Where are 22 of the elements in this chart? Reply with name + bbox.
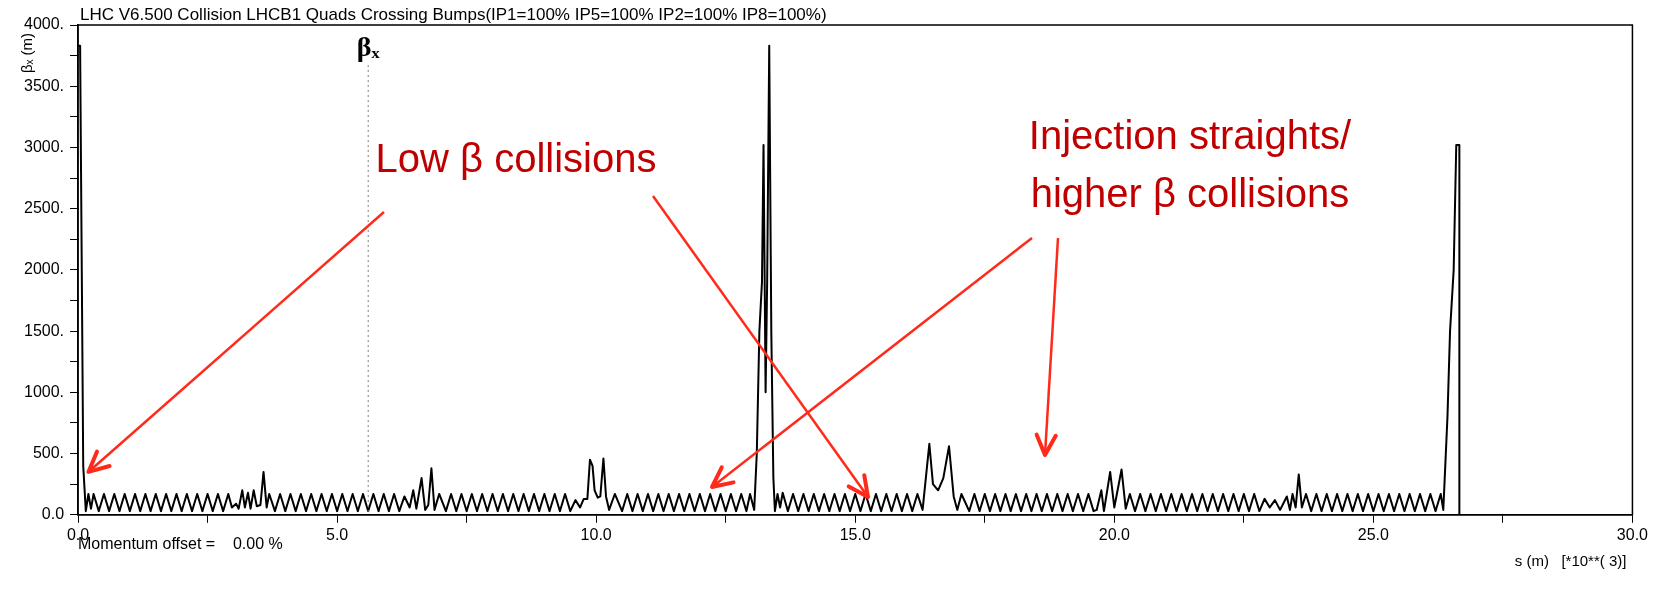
chart-title: LHC V6.500 Collision LHCB1 Quads Crossing Bumps(IP1=100% IP5=100% IP2=100% IP8=100%) xyxy=(80,5,827,25)
x-tick-label: 5.0 xyxy=(325,525,349,543)
y-tick-label: 3000. xyxy=(23,137,65,155)
x-axis-title: s (m) [*10**( 3)] xyxy=(1514,552,1627,570)
ref-line-label: βₓ xyxy=(356,31,381,63)
annotation: Injection straights/ xyxy=(1028,113,1353,158)
annotation: higher β collisions xyxy=(1030,171,1350,216)
y-axis-title: βₓ (m) xyxy=(18,32,36,74)
x-tick-label: 10.0 xyxy=(580,525,612,543)
x-tick-label: 20.0 xyxy=(1098,525,1130,543)
y-tick-label: 2000. xyxy=(23,260,65,278)
y-tick-label: 3500. xyxy=(23,76,65,94)
x-tick-label: 15.0 xyxy=(839,525,871,543)
y-tick-label: 0.0 xyxy=(41,505,65,523)
x-tick-label: 25.0 xyxy=(1357,525,1390,543)
y-tick-label: 2500. xyxy=(23,199,65,217)
y-tick-label: 1000. xyxy=(23,382,65,400)
y-tick-label: 4000. xyxy=(23,15,65,33)
annotation: Low β collisions xyxy=(375,136,657,181)
y-tick-label: 1500. xyxy=(23,321,65,339)
y-tick-label: 500. xyxy=(32,443,65,461)
x-tick-label: 30.0 xyxy=(1616,525,1649,543)
